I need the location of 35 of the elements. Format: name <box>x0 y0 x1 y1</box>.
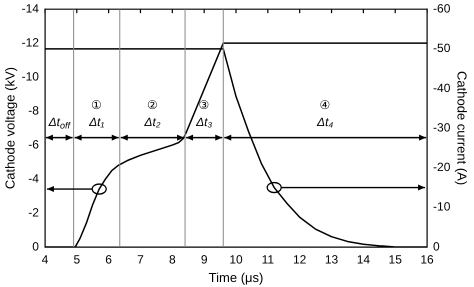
y-tick-label: -2 <box>28 205 40 220</box>
x-tick-label: 15 <box>388 252 402 267</box>
x-tick-label: 16 <box>420 252 434 267</box>
y2-tick-label: -20 <box>433 160 451 174</box>
y2-axis-title: Cathode current (A) <box>454 71 470 186</box>
x-tick-label: 5 <box>73 252 80 267</box>
x-tick-label: 12 <box>293 252 307 267</box>
y2-tick-label: -40 <box>433 80 451 95</box>
x-tick-label: 6 <box>105 252 112 267</box>
x-tick-label: 14 <box>356 252 370 267</box>
annotation: ④ Δt₄ <box>316 98 334 129</box>
y2-tick-label: -10 <box>433 200 451 214</box>
y2-tick-label: -50 <box>433 41 451 56</box>
y-axis-title: Cathode voltage (kV) <box>2 67 18 190</box>
y-tick-label: -8 <box>28 103 40 118</box>
annotation: ③ Δt₃ <box>195 98 212 129</box>
y2-tick-label: -30 <box>433 120 451 134</box>
x-tick-label: 8 <box>168 252 176 267</box>
annotation: ① Δt₁ <box>88 98 104 129</box>
x-tick-label: 7 <box>137 252 144 267</box>
y2-tick-label: 0 <box>433 239 440 254</box>
y2-tick-label: -60 <box>433 2 451 16</box>
y-tick-label: -6 <box>28 137 40 152</box>
y-tick-label: -14 <box>22 2 40 16</box>
annotation: ② Δt₂ <box>143 98 161 129</box>
x-tick-label: 13 <box>324 252 339 267</box>
x-tick-label: 11 <box>262 252 274 267</box>
x-tick-label: 4 <box>42 252 49 267</box>
y-tick-label: -10 <box>22 69 40 84</box>
x-axis-title: Time (μs) <box>208 270 264 285</box>
y-tick-label: -12 <box>22 35 40 50</box>
y-tick-label: 0 <box>32 239 40 254</box>
x-tick-label: 9 <box>200 252 208 267</box>
x-tick-label: 10 <box>229 252 243 267</box>
y-tick-label: -4 <box>28 171 40 186</box>
